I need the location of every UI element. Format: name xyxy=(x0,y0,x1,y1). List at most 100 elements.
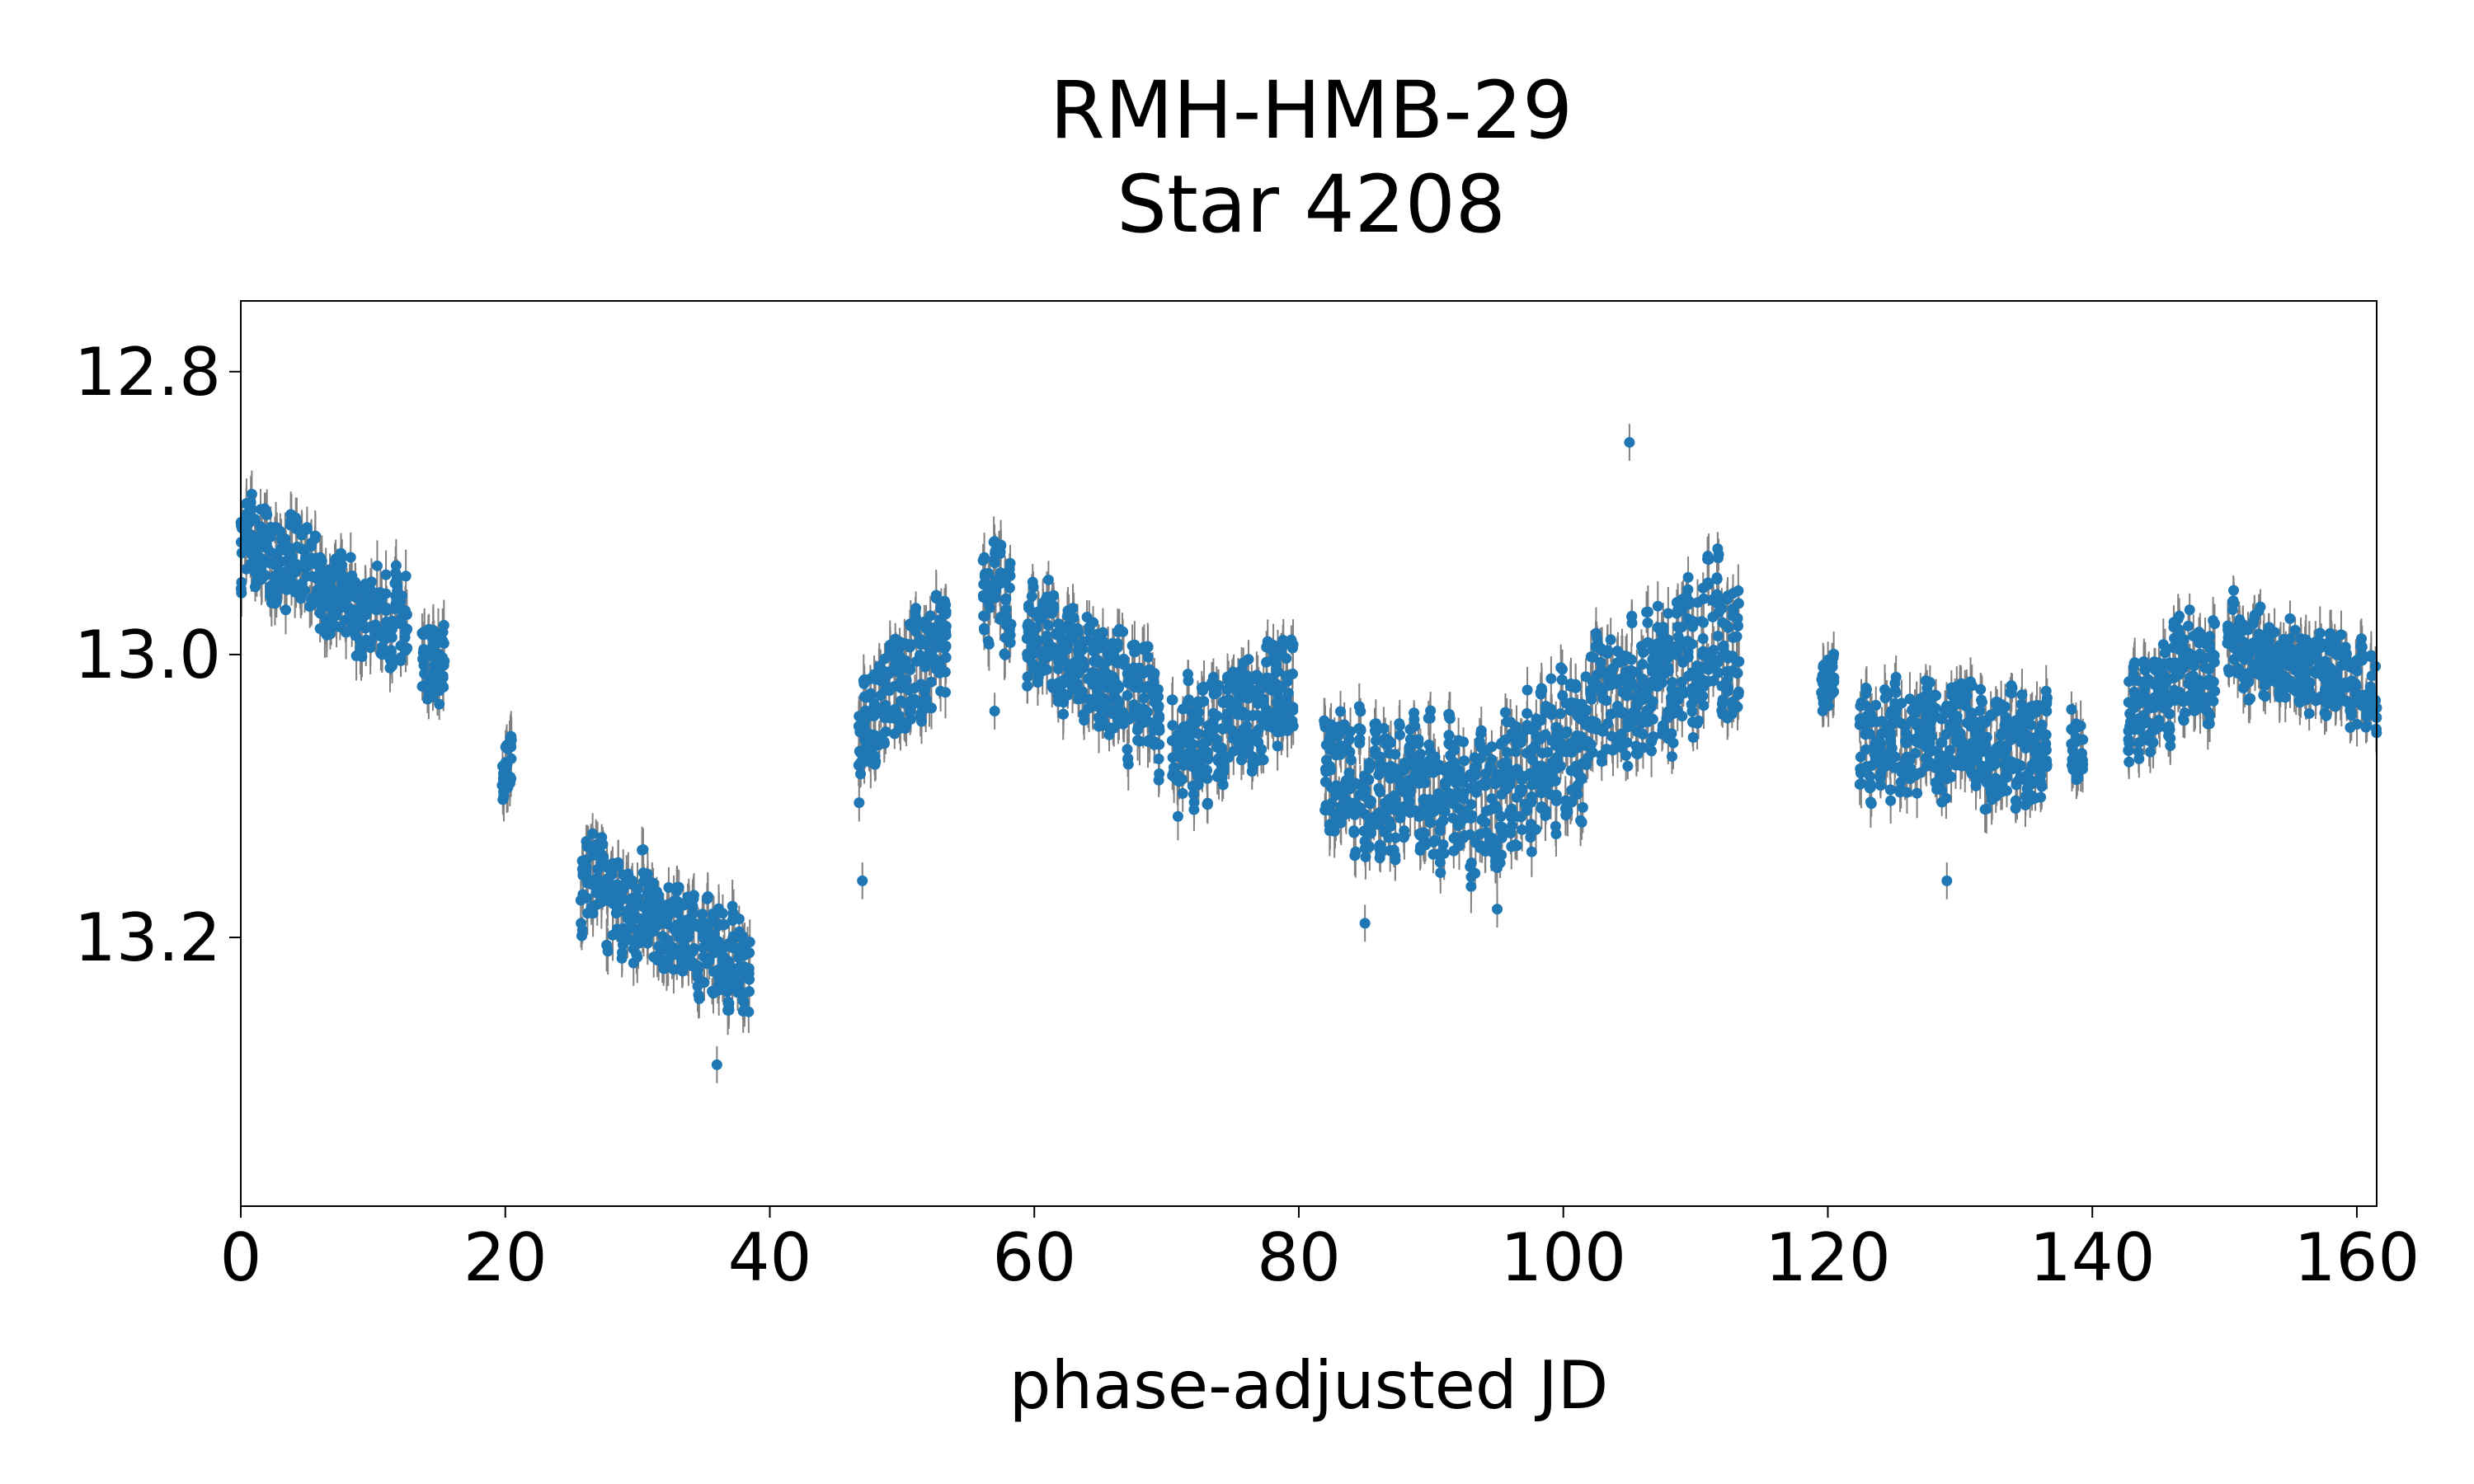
data-point xyxy=(1042,620,1054,632)
data-point xyxy=(1027,576,1038,588)
data-point xyxy=(1042,574,1054,585)
data-point xyxy=(1084,626,1095,637)
data-point xyxy=(733,913,745,925)
data-point xyxy=(400,571,412,582)
data-point xyxy=(1077,644,1089,655)
data-point xyxy=(988,589,999,601)
data-point xyxy=(920,683,931,695)
data-point xyxy=(365,576,377,588)
data-point xyxy=(940,621,952,632)
data-point xyxy=(627,875,638,886)
data-point xyxy=(387,623,398,635)
data-point xyxy=(742,937,754,948)
data-point xyxy=(693,989,704,1001)
data-point xyxy=(651,885,662,897)
data-point xyxy=(316,556,327,567)
data-point xyxy=(371,560,383,571)
data-point xyxy=(249,514,261,525)
data-point xyxy=(377,649,388,660)
data-point xyxy=(1068,612,1079,623)
data-point xyxy=(284,552,295,563)
data-point xyxy=(910,606,921,618)
data-point xyxy=(610,908,622,919)
data-point xyxy=(855,768,867,780)
data-point xyxy=(399,605,411,617)
data-point xyxy=(355,649,367,660)
chart-title-line1: RMH-HMB-29 xyxy=(1050,64,1573,157)
data-point xyxy=(1052,663,1064,674)
data-point xyxy=(1061,644,1073,655)
data-point xyxy=(904,641,915,653)
data-point xyxy=(722,956,734,967)
data-point xyxy=(260,570,271,581)
data-point xyxy=(692,960,703,972)
data-point xyxy=(978,622,990,634)
data-point xyxy=(884,668,896,679)
data-point xyxy=(1047,599,1059,611)
data-point xyxy=(506,730,517,742)
data-point xyxy=(702,958,713,970)
data-point xyxy=(335,567,346,579)
data-point xyxy=(335,554,346,566)
data-point xyxy=(598,852,609,863)
data-point xyxy=(642,934,653,946)
data-point xyxy=(905,707,916,718)
data-point xyxy=(921,658,933,669)
data-point xyxy=(350,576,361,588)
data-point xyxy=(280,604,291,616)
data-point xyxy=(1037,610,1048,622)
data-point xyxy=(692,969,703,980)
data-point xyxy=(1078,658,1089,669)
data-point xyxy=(920,693,931,705)
data-point xyxy=(438,681,449,693)
data-point xyxy=(396,590,407,602)
data-point xyxy=(392,571,403,582)
data-point xyxy=(854,797,865,809)
data-point xyxy=(979,610,990,622)
data-point xyxy=(744,947,755,959)
data-point xyxy=(939,687,951,698)
data-point xyxy=(437,655,449,666)
data-point xyxy=(880,726,891,738)
data-point xyxy=(246,488,257,500)
data-point xyxy=(290,564,302,575)
data-point xyxy=(701,893,713,904)
data-point xyxy=(999,648,1010,660)
data-point xyxy=(983,638,995,650)
data-point xyxy=(909,615,920,627)
data-point xyxy=(360,609,372,621)
data-point xyxy=(1004,623,1015,635)
data-point xyxy=(698,977,710,989)
data-point xyxy=(380,588,392,599)
data-point xyxy=(940,606,952,618)
data-point xyxy=(1041,664,1052,675)
data-point xyxy=(601,940,613,951)
data-point xyxy=(869,758,881,770)
data-point xyxy=(995,548,1006,560)
data-points xyxy=(235,437,2382,1070)
data-point xyxy=(1048,589,1060,601)
data-point xyxy=(905,664,916,675)
data-point xyxy=(1004,570,1016,581)
data-point xyxy=(380,569,392,580)
data-point xyxy=(1088,617,1099,628)
data-point xyxy=(940,652,952,664)
data-point xyxy=(722,996,734,1007)
data-point xyxy=(386,615,397,627)
data-point xyxy=(671,885,683,897)
data-point xyxy=(1032,635,1044,646)
data-point xyxy=(324,628,336,640)
data-point xyxy=(1022,680,1033,692)
data-point xyxy=(631,949,642,960)
data-point xyxy=(689,942,700,954)
data-point xyxy=(1004,636,1015,647)
data-point xyxy=(437,672,449,683)
data-point xyxy=(259,503,270,514)
data-point xyxy=(434,698,445,710)
data-point xyxy=(616,884,628,895)
data-point xyxy=(939,666,951,678)
data-point xyxy=(581,862,592,873)
data-point xyxy=(1027,658,1038,669)
data-point xyxy=(727,900,738,912)
